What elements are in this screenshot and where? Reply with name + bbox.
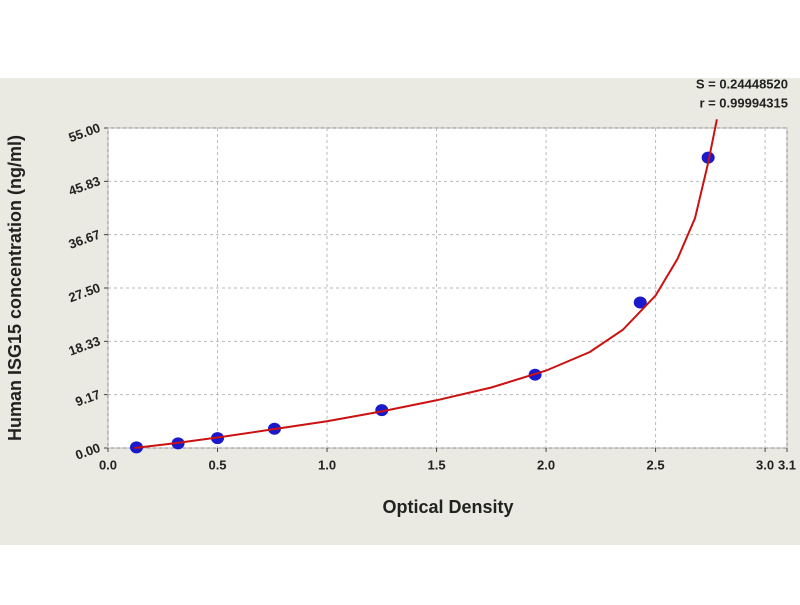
x-tick-label: 3.0 (756, 457, 774, 472)
x-tick-label: 2.0 (537, 457, 555, 472)
annotation: S = 0.24448520 (696, 76, 788, 91)
x-axis-label: Optical Density (382, 497, 513, 517)
data-point (633, 296, 647, 309)
x-tick-label: 1.0 (318, 457, 336, 472)
x-tick-label: 0.0 (99, 457, 117, 472)
y-axis-label: Human ISG15 concentration (ng/ml) (5, 135, 25, 441)
x-tick-label: 3.1 (778, 457, 796, 472)
annotation: r = 0.99994315 (699, 95, 788, 110)
x-tick-label: 2.5 (647, 457, 665, 472)
fit-curve (134, 119, 718, 449)
x-tick-label: 0.5 (208, 457, 226, 472)
x-tick-label: 1.5 (428, 457, 446, 472)
data-point (701, 151, 715, 164)
data-point (375, 404, 389, 417)
